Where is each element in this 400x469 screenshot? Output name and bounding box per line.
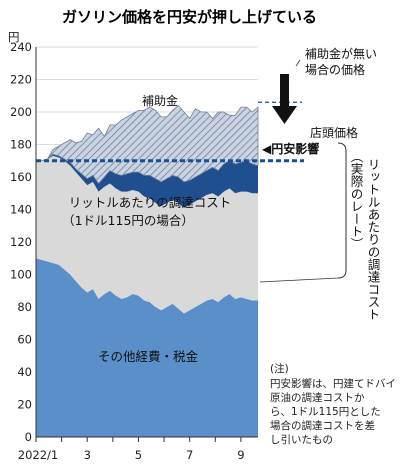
y-tick-label: 180 <box>10 138 32 152</box>
x-axis: 2022/1 3 5 7 9 <box>18 47 258 462</box>
y-axis: 0 20 40 60 80 100 120 140 160 180 200 220 240 <box>10 40 32 444</box>
footnote-line: 場合の調達コストを差 <box>270 419 375 432</box>
y-unit-label: 円 <box>8 30 20 44</box>
area-5b8fc9 <box>36 258 258 437</box>
footnote-head: (注) <box>270 362 289 375</box>
y-tick-label: 120 <box>10 235 32 249</box>
y-tick-label: 240 <box>10 40 32 54</box>
footnote-line: ら、1ドル115円とした <box>270 406 381 418</box>
y-tick-label: 200 <box>10 105 32 119</box>
x-tick-label: 3 <box>84 448 91 462</box>
y-tick-label: 160 <box>10 170 32 184</box>
cost-label-line1: リットルあたりの調達コスト <box>69 195 232 210</box>
cost-label-line2: （1ドル115円の場合） <box>62 213 194 228</box>
y-tick-label: 140 <box>10 203 32 217</box>
actual-cost-vertical-label: リットルあたりの調達コスト <box>366 158 381 321</box>
x-tick-label: 5 <box>135 448 142 462</box>
y-tick-label: 40 <box>17 365 32 379</box>
no-subsidy-label-line1: 補助金が無い <box>305 46 377 61</box>
x-tick-label: 7 <box>186 448 193 462</box>
actual-rate-vertical-label: （実際のレート） <box>349 150 364 250</box>
area-subsidy <box>36 104 259 185</box>
actual-cost-bracket <box>337 142 347 279</box>
footnote-line: 原油の調達コストか <box>270 391 365 404</box>
area-d9d9d9 <box>36 155 258 314</box>
footnote-line: 円安影響は、円建てドバイ <box>270 377 396 390</box>
area-1f4f8f <box>36 154 258 208</box>
chart-title: ガソリン価格を円安が押し上げている <box>62 8 317 26</box>
y-tick-label: 80 <box>17 300 32 314</box>
other-costs-label: その他経費・税金 <box>98 349 199 364</box>
retail-price-label: 店頭価格 <box>310 125 358 140</box>
y-tick-label: 20 <box>17 398 32 412</box>
no-subsidy-leader <box>295 59 301 67</box>
y-tick-label: 0 <box>25 430 32 444</box>
y-tick-label: 220 <box>10 73 32 87</box>
actual-cost-leader <box>259 277 339 283</box>
down-arrow-icon <box>272 74 297 124</box>
x-tick-label: 9 <box>237 448 244 462</box>
yen-effect-label: ◀円安影響 <box>262 141 319 156</box>
stacked-areas <box>36 104 259 437</box>
footnote: (注) 円安影響は、円建てドバイ 原油の調達コストか ら、1ドル115円とした … <box>270 362 396 446</box>
x-tick-label: 2022/1 <box>18 448 58 462</box>
no-subsidy-label-line2: 場合の価格 <box>305 62 365 77</box>
y-tick-label: 100 <box>10 268 32 282</box>
y-tick-label: 60 <box>17 333 32 347</box>
footnote-line: し引いたもの <box>270 433 333 446</box>
subsidy-label: 補助金 <box>142 93 178 108</box>
